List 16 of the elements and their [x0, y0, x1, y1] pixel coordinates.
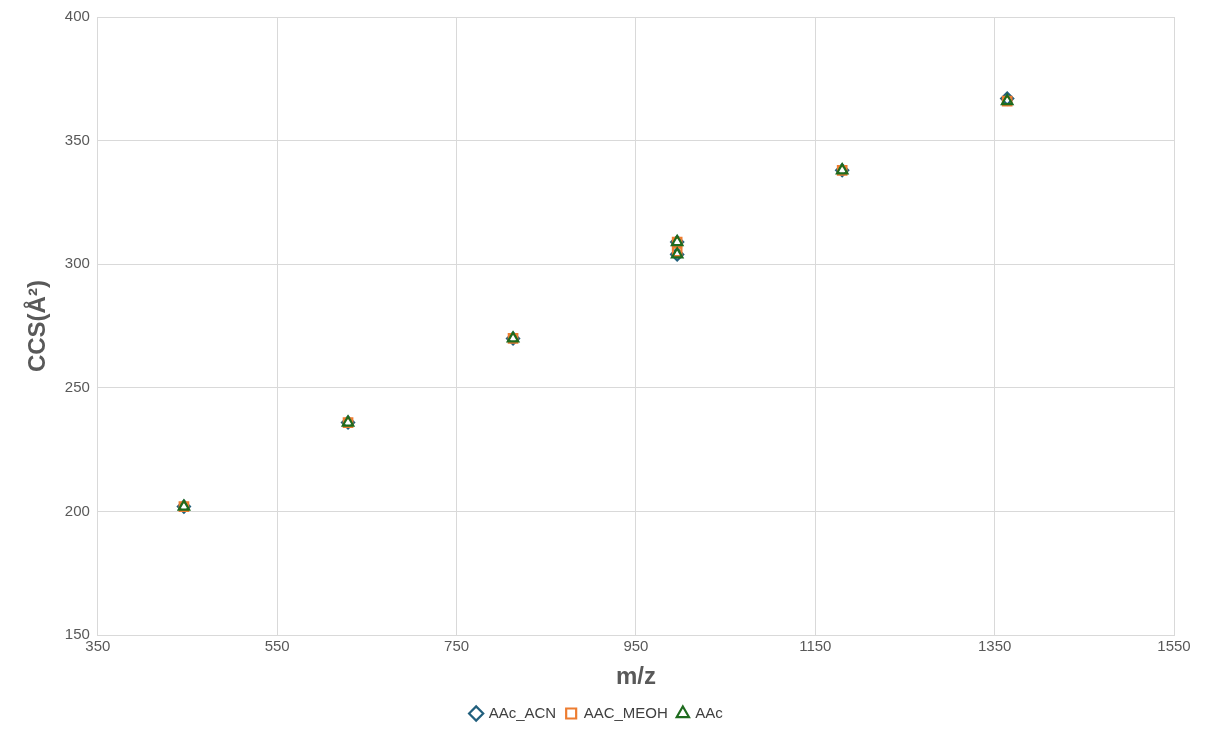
y-axis-title: CCS(Å²)	[23, 280, 51, 373]
y-tick-label: 250	[64, 378, 90, 396]
y-tick-label: 300	[64, 254, 90, 272]
legend-label: AAc_ACN	[488, 703, 557, 721]
y-tick-label: 400	[64, 7, 90, 25]
x-tick-label: 1550	[1157, 637, 1191, 655]
y-tick-label: 350	[64, 130, 90, 148]
x-tick-label: 950	[623, 637, 649, 655]
legend-label: AAC_MEOH	[583, 703, 668, 721]
x-tick-label: 750	[444, 637, 470, 655]
x-axis-title: m/z	[615, 662, 656, 690]
x-tick-label: 1350	[977, 637, 1012, 655]
x-tick-label: 550	[264, 637, 290, 655]
legend-label: AAc	[695, 703, 724, 721]
y-tick-label: 200	[64, 501, 90, 519]
x-tick-label: 1150	[799, 637, 832, 655]
